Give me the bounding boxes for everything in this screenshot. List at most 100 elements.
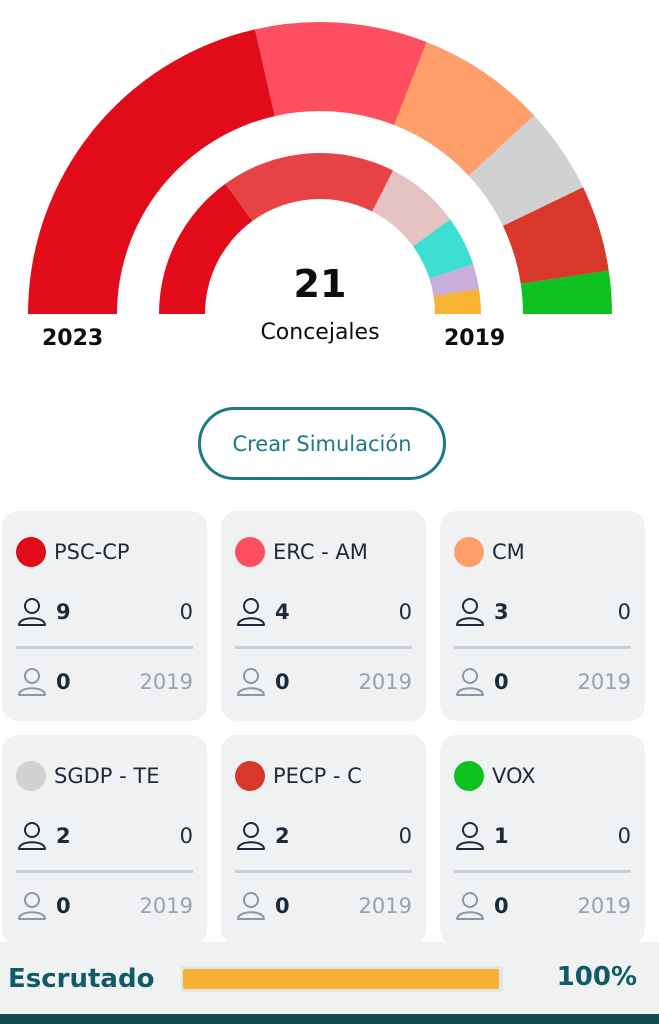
seats-row: 9 0	[16, 597, 193, 627]
previous-seats-row: 0 2019	[16, 667, 193, 697]
party-name: VOX	[492, 764, 536, 788]
outer-ring-2023	[28, 21, 612, 315]
party-seat-change: 0	[398, 824, 412, 848]
previous-year: 2019	[139, 670, 193, 694]
card-divider	[235, 646, 412, 649]
outer-ring-slice-4	[502, 187, 609, 284]
card-divider	[16, 870, 193, 873]
card-divider	[454, 870, 631, 873]
party-header: VOX	[454, 761, 536, 791]
counted-percent: 100%	[556, 962, 637, 992]
party-card[interactable]: PECP - C 2 0 0 2019	[221, 735, 426, 945]
party-card[interactable]: VOX 1 0 0 2019	[440, 735, 645, 945]
outer-ring-slice-2	[394, 42, 535, 176]
user-icon	[237, 668, 265, 696]
party-header: PSC-CP	[16, 537, 130, 567]
party-card[interactable]: PSC-CP 9 0 0 2019	[2, 511, 207, 721]
party-seats: 9	[56, 600, 71, 624]
seats-chart	[28, 21, 612, 315]
year-label-2023: 2023	[42, 326, 104, 351]
party-color-dot	[16, 761, 46, 791]
previous-seats-row: 0 2019	[16, 891, 193, 921]
party-seat-change: 0	[179, 824, 193, 848]
party-color-dot	[16, 537, 46, 567]
seats-row: 3 0	[454, 597, 631, 627]
previous-year: 2019	[358, 894, 412, 918]
party-name: CM	[492, 540, 525, 564]
party-previous-seats: 0	[494, 894, 509, 918]
party-seat-change: 0	[617, 824, 631, 848]
inner-ring-2019	[159, 153, 482, 314]
party-header: SGDP - TE	[16, 761, 159, 791]
party-name: SGDP - TE	[54, 764, 160, 788]
seats-row: 1 0	[454, 821, 631, 851]
party-previous-seats: 0	[56, 894, 71, 918]
party-seat-change: 0	[179, 600, 193, 624]
progress-fill	[183, 969, 499, 989]
seats-row: 4 0	[235, 597, 412, 627]
party-seat-change: 0	[617, 600, 631, 624]
party-previous-seats: 0	[275, 670, 290, 694]
user-icon	[18, 598, 46, 626]
previous-year: 2019	[577, 894, 631, 918]
outer-ring-slice-5	[520, 270, 612, 314]
user-icon	[237, 822, 265, 850]
party-card[interactable]: ERC - AM 4 0 0 2019	[221, 511, 426, 721]
seats-row: 2 0	[16, 821, 193, 851]
outer-ring-slice-0	[28, 29, 275, 315]
user-icon	[18, 822, 46, 850]
outer-ring-slice-1	[255, 21, 427, 126]
total-seats-label: Concejales	[260, 320, 380, 345]
user-icon	[456, 822, 484, 850]
party-color-dot	[235, 537, 265, 567]
party-color-dot	[454, 537, 484, 567]
party-seat-change: 0	[398, 600, 412, 624]
party-card[interactable]: CM 3 0 0 2019	[440, 511, 645, 721]
previous-seats-row: 0 2019	[235, 667, 412, 697]
user-icon	[237, 598, 265, 626]
previous-year: 2019	[139, 894, 193, 918]
party-seats: 1	[494, 824, 509, 848]
create-simulation-button[interactable]: Crear Simulación	[198, 407, 446, 480]
user-icon	[456, 892, 484, 920]
party-color-dot	[454, 761, 484, 791]
party-name: PSC-CP	[54, 540, 130, 564]
user-icon	[456, 598, 484, 626]
party-header: PECP - C	[235, 761, 362, 791]
inner-ring-slice-2	[372, 170, 451, 247]
user-icon	[18, 892, 46, 920]
party-previous-seats: 0	[56, 670, 71, 694]
bottom-strip	[0, 1014, 659, 1024]
inner-ring-slice-1	[225, 153, 394, 221]
year-label-2019: 2019	[444, 326, 506, 351]
party-seats: 3	[494, 600, 509, 624]
party-name: PECP - C	[273, 764, 362, 788]
party-color-dot	[235, 761, 265, 791]
card-divider	[454, 646, 631, 649]
party-previous-seats: 0	[494, 670, 509, 694]
inner-ring-slice-3	[413, 219, 474, 279]
card-divider	[235, 870, 412, 873]
party-card[interactable]: SGDP - TE 2 0 0 2019	[2, 735, 207, 945]
seats-row: 2 0	[235, 821, 412, 851]
counted-label: Escrutado	[8, 964, 155, 994]
progress-track	[181, 966, 503, 992]
total-seats: 21	[293, 262, 347, 306]
user-icon	[456, 668, 484, 696]
party-previous-seats: 0	[275, 894, 290, 918]
inner-ring-slice-5	[433, 288, 482, 314]
outer-ring-slice-3	[468, 115, 584, 226]
previous-seats-row: 0 2019	[235, 891, 412, 921]
party-name: ERC - AM	[273, 540, 368, 564]
user-icon	[237, 892, 265, 920]
party-header: CM	[454, 537, 525, 567]
user-icon	[18, 668, 46, 696]
card-divider	[16, 646, 193, 649]
party-seats: 2	[275, 824, 290, 848]
previous-seats-row: 0 2019	[454, 891, 631, 921]
party-header: ERC - AM	[235, 537, 368, 567]
count-progress-bar: Escrutado 100%	[0, 942, 659, 1014]
previous-year: 2019	[577, 670, 631, 694]
inner-ring-slice-0	[159, 183, 253, 314]
previous-year: 2019	[358, 670, 412, 694]
